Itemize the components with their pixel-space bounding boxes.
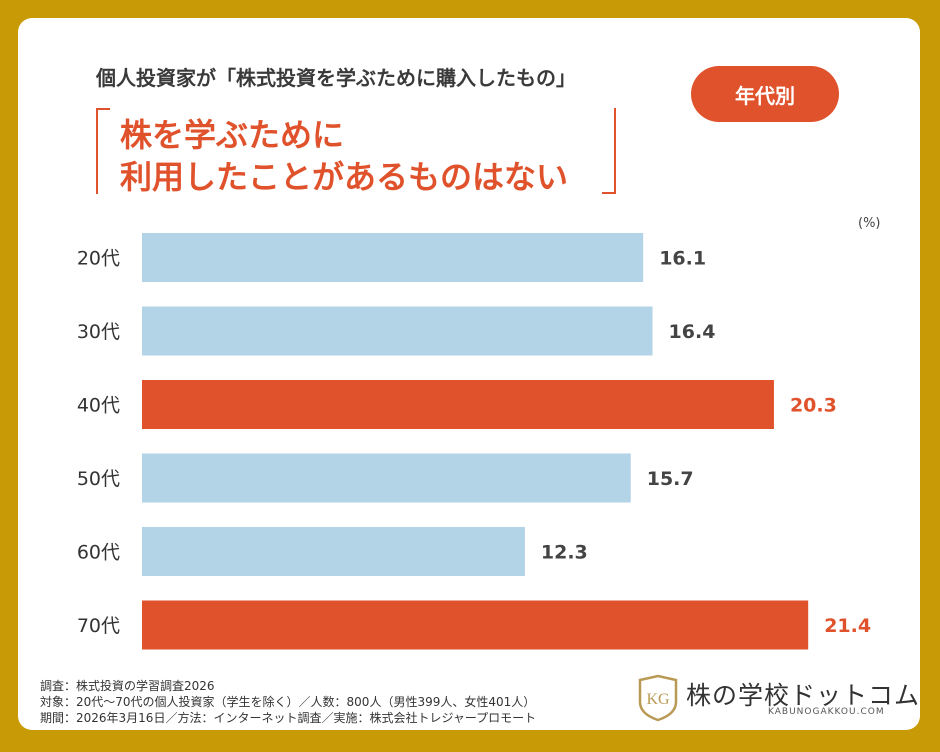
category-label: 30代: [77, 321, 120, 343]
footer-line-target: 対象：20代〜70代の個人投資家（学生を除く）／人数：800人（男性399人、女…: [40, 695, 536, 709]
chart-title: 株を学ぶために 利用したことがあるものはない: [96, 108, 616, 196]
category-label: 40代: [77, 395, 120, 417]
footer-line-period: 期間：2026年3月16日／方法：インターネット調査／実施：株式会社トレジャープ…: [40, 711, 537, 725]
brand-name: 株の学校ドットコム: [686, 681, 921, 710]
unit-label: (%): [858, 216, 881, 231]
bar-30代: [142, 306, 653, 356]
title-bracket-left: [96, 108, 110, 194]
bar-40代: [142, 380, 774, 429]
value-label: 12.3: [541, 542, 588, 564]
bar-50代: [142, 453, 631, 503]
category-label: 60代: [77, 542, 120, 564]
title-line-2: 利用したことがあるものはない: [120, 158, 569, 196]
age-group-badge: 年代別: [691, 66, 839, 122]
category-label: 20代: [77, 248, 120, 270]
category-label: 50代: [77, 468, 120, 490]
category-label: 70代: [77, 615, 120, 637]
chart-supertitle: 個人投資家が「株式投資を学ぶために購入したもの」: [96, 66, 576, 90]
survey-footer: 調査：株式投資の学習調査2026 対象：20代〜70代の個人投資家（学生を除く）…: [40, 678, 536, 726]
shield-logo-icon: KG: [638, 674, 678, 722]
footer-line-survey: 調査：株式投資の学習調査2026: [40, 679, 215, 693]
logo-mark-text: KG: [646, 691, 670, 708]
value-label: 20.3: [790, 395, 837, 417]
title-bracket-right: [602, 108, 616, 194]
value-label: 16.1: [659, 248, 706, 270]
brand-logo: KG 株の学校ドットコム KABUNOGAKKOU.COM: [636, 674, 919, 722]
title-line-1: 株を学ぶために: [120, 116, 345, 154]
brand-domain: KABUNOGAKKOU.COM: [768, 707, 885, 717]
bar-60代: [142, 527, 525, 576]
value-label: 21.4: [824, 615, 871, 637]
value-label: 16.4: [669, 321, 716, 343]
bar-70代: [142, 600, 809, 650]
bar-20代: [142, 233, 644, 282]
value-label: 15.7: [647, 468, 694, 490]
